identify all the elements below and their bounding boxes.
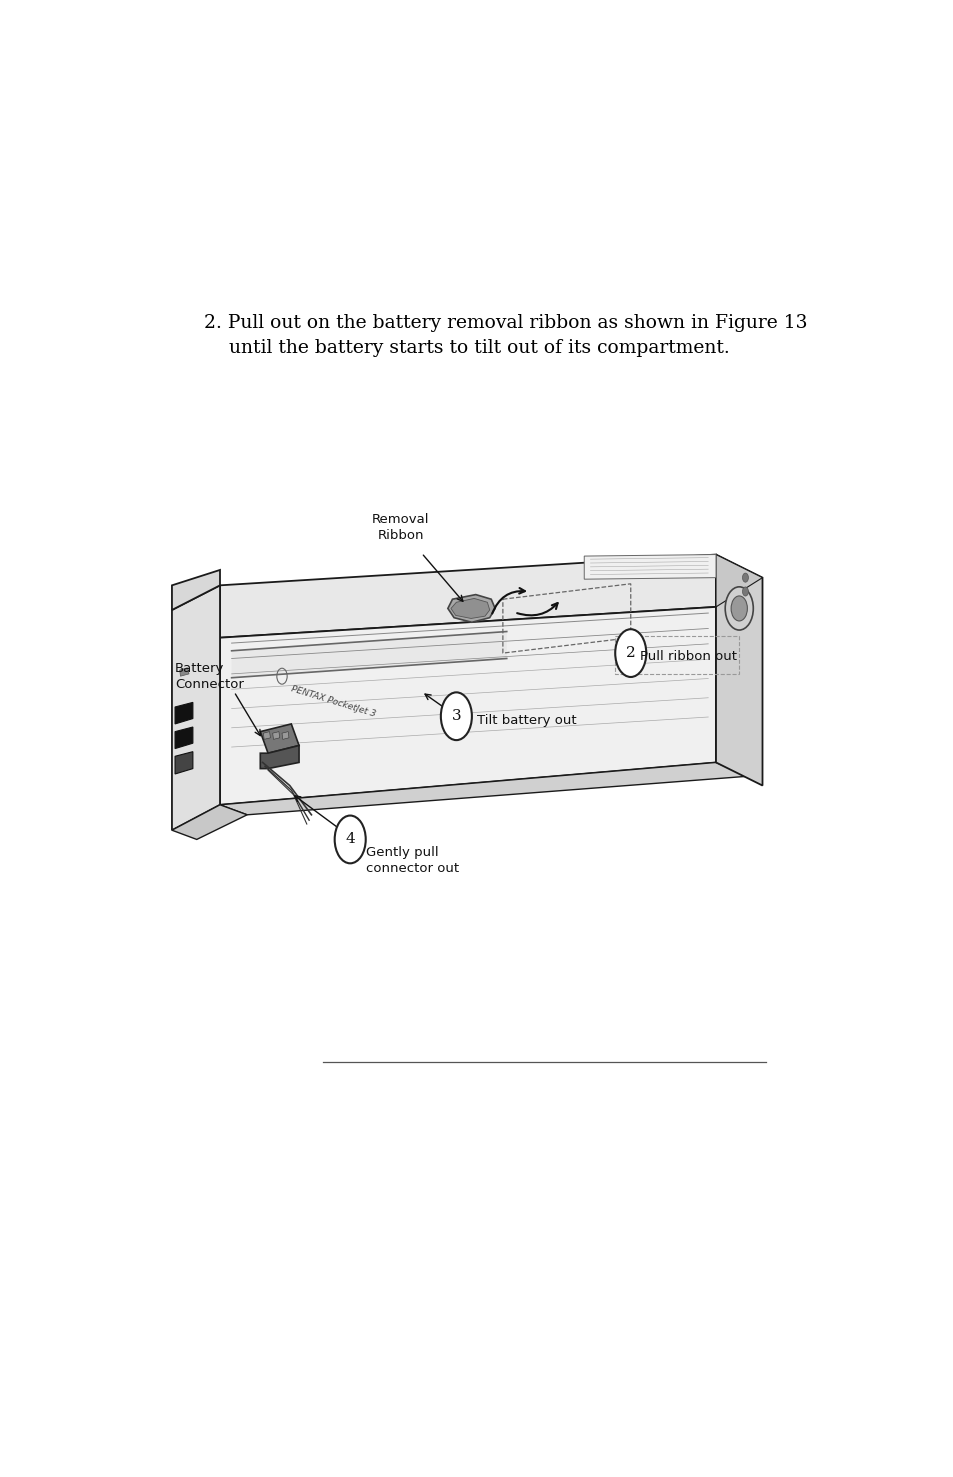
Polygon shape	[174, 703, 193, 724]
Polygon shape	[716, 554, 761, 607]
Circle shape	[741, 573, 747, 582]
Text: Removal
Ribbon: Removal Ribbon	[372, 513, 429, 542]
Polygon shape	[583, 554, 716, 579]
Polygon shape	[172, 570, 220, 610]
Text: Battery
Connector: Battery Connector	[174, 662, 244, 691]
Circle shape	[335, 815, 365, 864]
Circle shape	[730, 595, 746, 620]
Polygon shape	[282, 731, 289, 740]
Polygon shape	[260, 746, 298, 768]
Polygon shape	[232, 632, 506, 678]
Text: Gently pull
connector out: Gently pull connector out	[365, 846, 458, 874]
Polygon shape	[172, 585, 220, 830]
Polygon shape	[260, 724, 298, 753]
Polygon shape	[220, 762, 746, 815]
Text: 2. Pull out on the battery removal ribbon as shown in Figure 13: 2. Pull out on the battery removal ribbo…	[204, 313, 807, 332]
Polygon shape	[174, 727, 193, 749]
Text: until the battery starts to tilt out of its compartment.: until the battery starts to tilt out of …	[229, 338, 729, 357]
Polygon shape	[179, 668, 189, 676]
Polygon shape	[172, 805, 247, 839]
Polygon shape	[716, 554, 761, 786]
Polygon shape	[447, 595, 495, 622]
Polygon shape	[273, 731, 279, 740]
Polygon shape	[220, 554, 716, 638]
Polygon shape	[220, 607, 716, 805]
Circle shape	[440, 693, 472, 740]
Polygon shape	[451, 598, 489, 619]
Text: 2: 2	[625, 645, 635, 660]
Text: 4: 4	[345, 833, 355, 846]
Circle shape	[741, 586, 747, 597]
Circle shape	[615, 629, 645, 676]
Text: 3: 3	[451, 709, 460, 724]
Circle shape	[724, 586, 753, 631]
Text: Pull ribbon out: Pull ribbon out	[639, 650, 737, 663]
Text: PENTAX PocketJet 3: PENTAX PocketJet 3	[290, 684, 376, 718]
Text: Tilt battery out: Tilt battery out	[476, 715, 577, 727]
Polygon shape	[263, 731, 270, 740]
Polygon shape	[174, 752, 193, 774]
